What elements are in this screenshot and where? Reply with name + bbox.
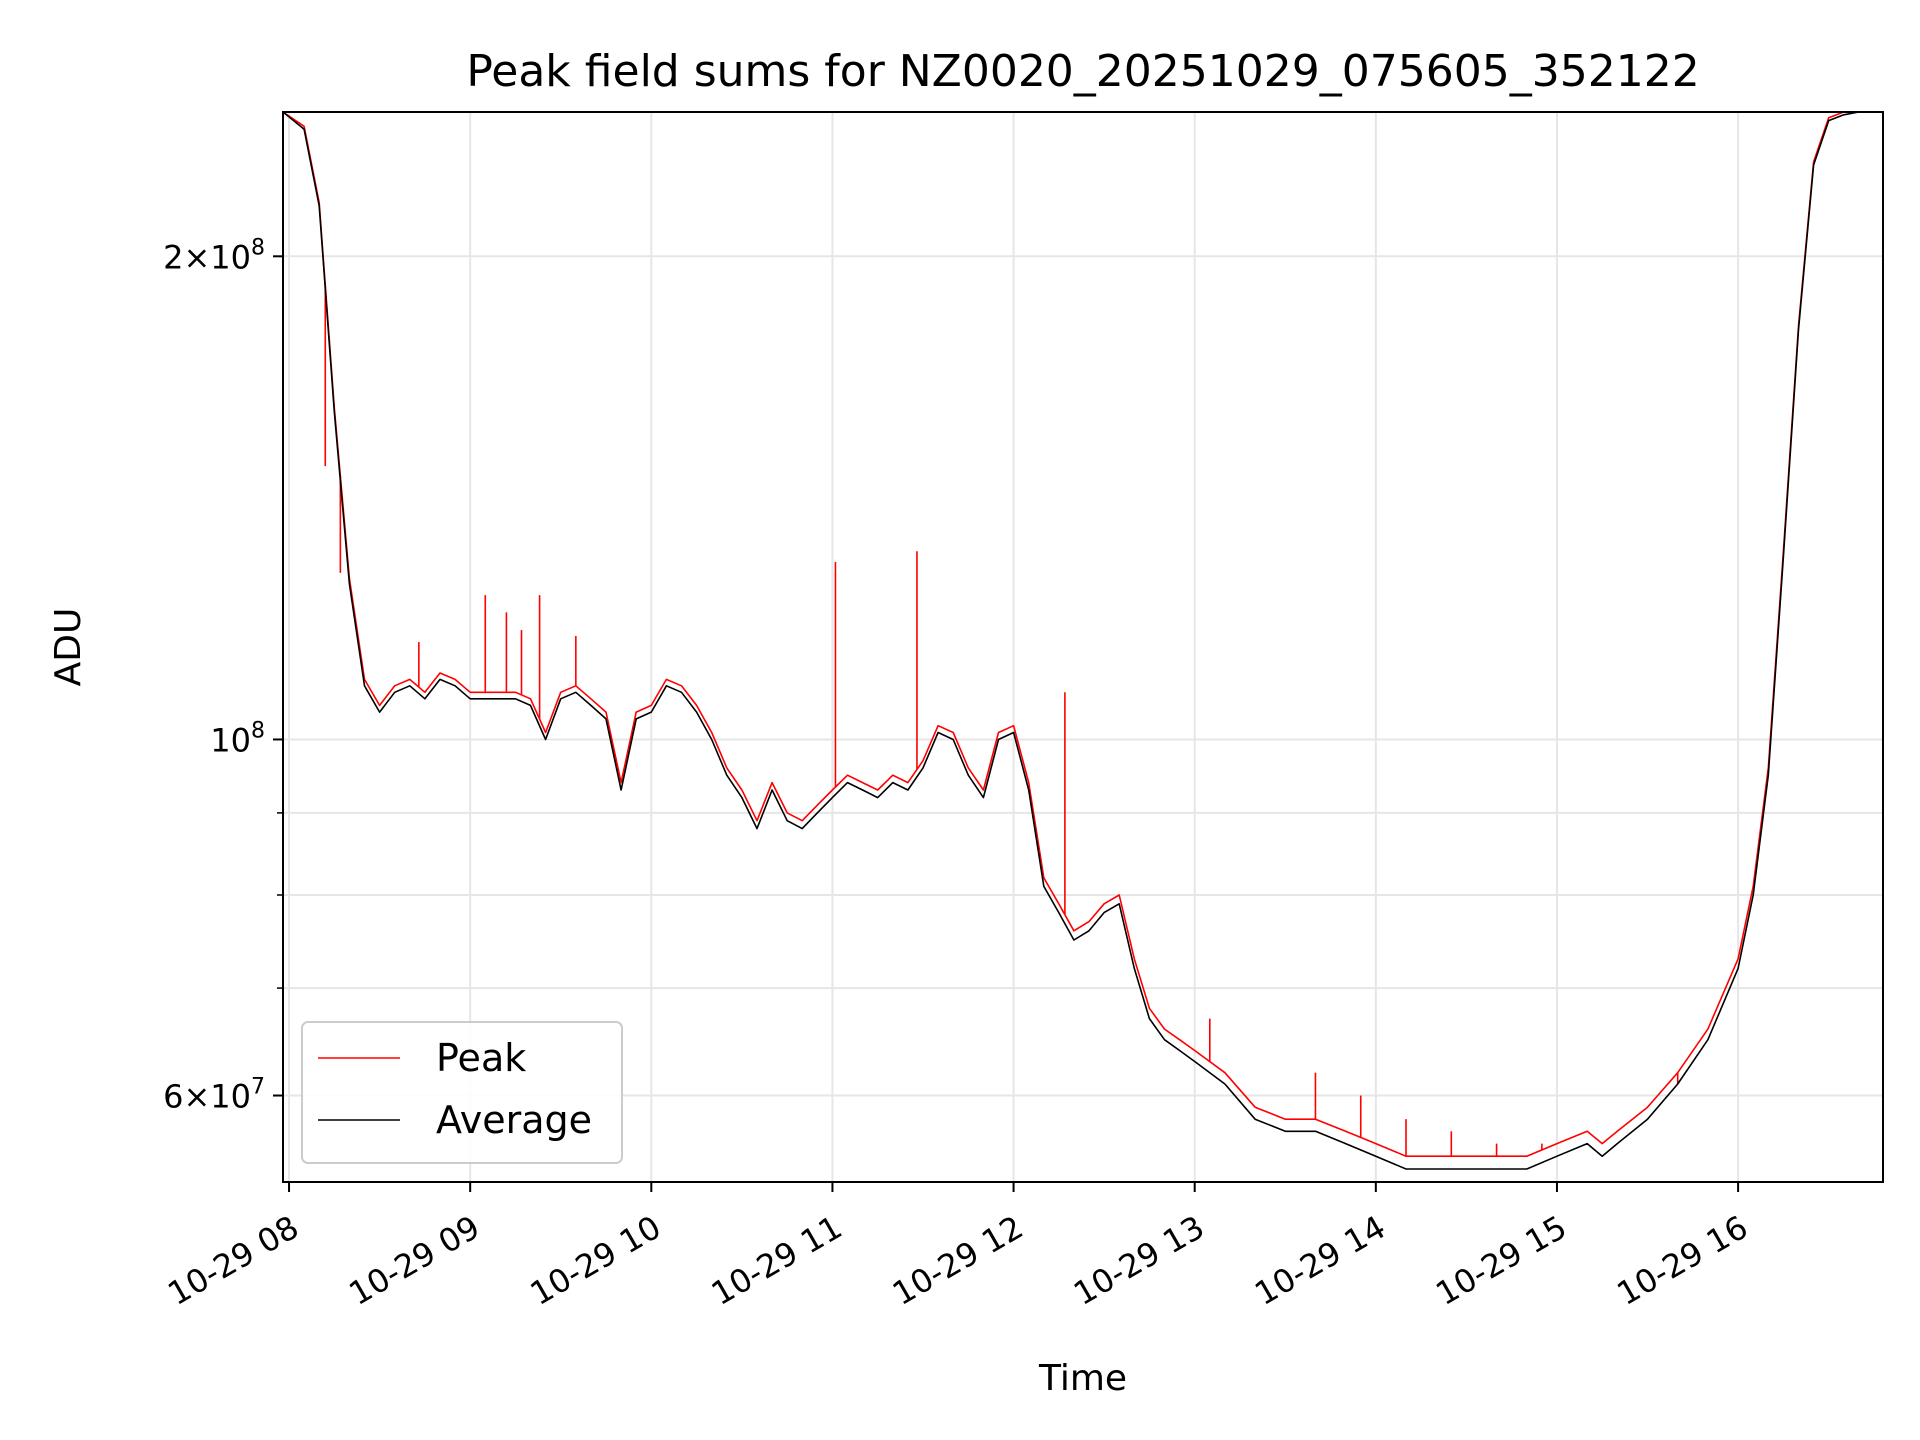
y-axis-title: ADU	[48, 608, 89, 687]
plot-frame	[282, 111, 1884, 1183]
series-line-average	[282, 111, 1883, 1170]
chart-title: Peak field sums for NZ0020_20251029_0756…	[466, 46, 1699, 97]
series-line-peak	[282, 111, 1883, 1157]
series-layer	[282, 111, 1883, 1170]
legend: Peak Average	[301, 1021, 623, 1164]
legend-label-peak: Peak	[436, 1036, 526, 1080]
grid	[283, 112, 1883, 1182]
y-tick-label: 6×107	[163, 1075, 265, 1116]
y-axis: 108 2×108 6×107	[163, 235, 283, 1116]
x-axis-title: Time	[1038, 1358, 1127, 1399]
y-tick-label: 2×108	[163, 235, 265, 276]
legend-label-average: Average	[436, 1098, 592, 1142]
y-tick-label: 108	[210, 718, 265, 759]
